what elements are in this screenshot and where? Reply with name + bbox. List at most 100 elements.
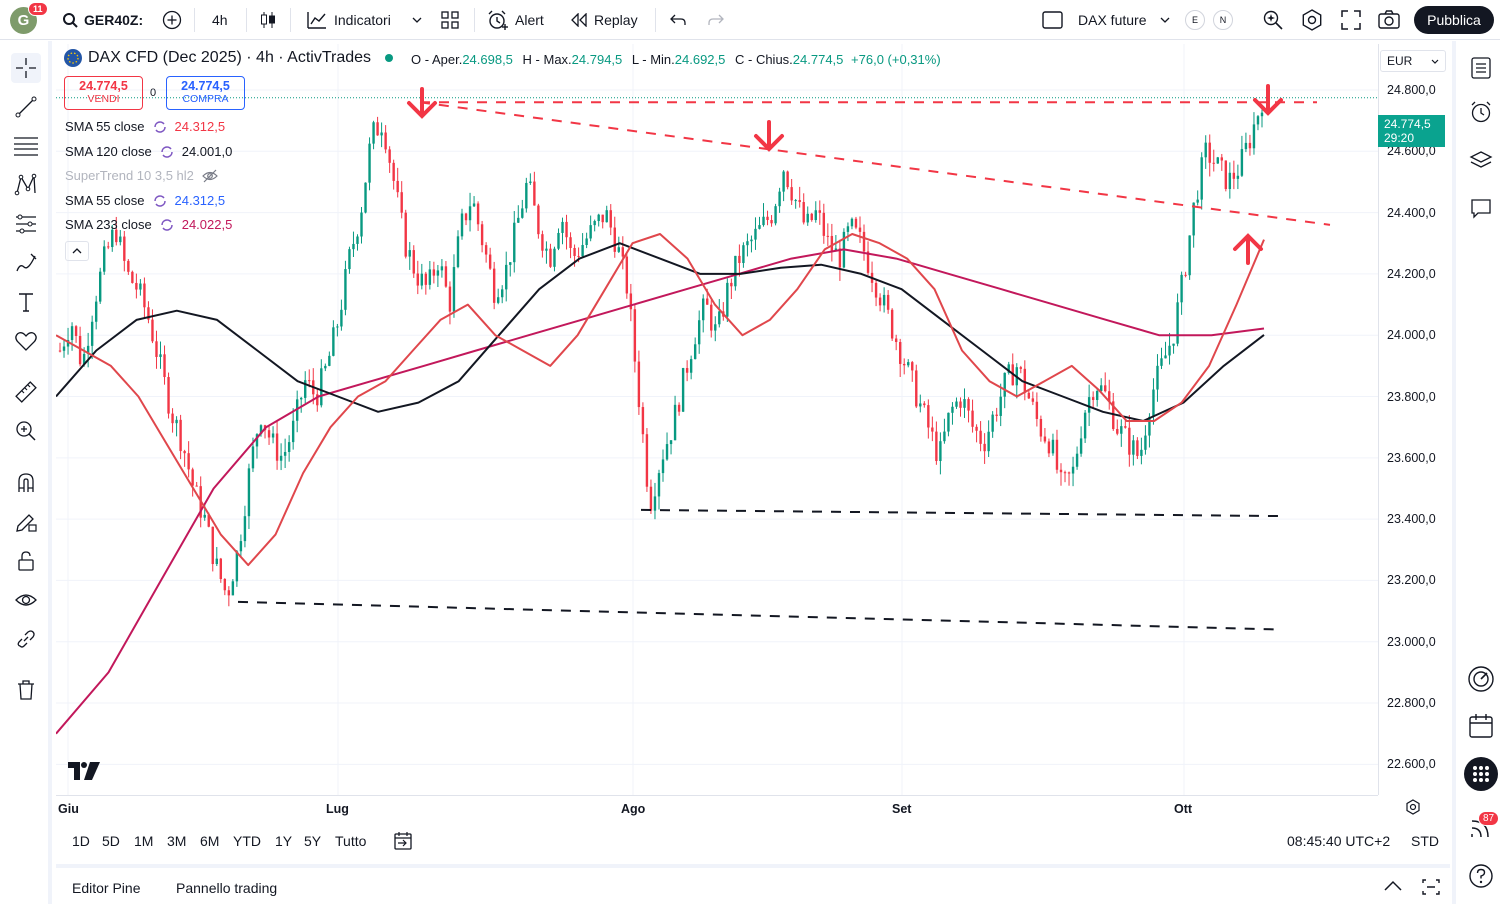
- indicator-sma120[interactable]: SMA 120 close 24.001,0: [65, 144, 232, 159]
- chip-e[interactable]: E: [1185, 10, 1205, 30]
- range-ytd[interactable]: YTD: [233, 833, 261, 849]
- candle-body: [1019, 367, 1022, 369]
- indicator-sma55-blue[interactable]: SMA 55 close 24.312,5: [65, 193, 225, 208]
- collapse-legend-button[interactable]: [65, 241, 89, 261]
- currency-selector[interactable]: EUR: [1380, 50, 1446, 72]
- range-6m[interactable]: 6M: [200, 833, 220, 849]
- indicator-sma233[interactable]: SMA 233 close 24.022,5: [65, 217, 232, 232]
- lock-drawings-tool[interactable]: [11, 546, 41, 576]
- range-1m[interactable]: 1M: [134, 833, 154, 849]
- candle-body: [862, 231, 866, 252]
- hide-drawings-tool[interactable]: [11, 585, 41, 615]
- candle-body: [380, 132, 383, 136]
- range-all[interactable]: Tutto: [335, 833, 367, 849]
- interval-button[interactable]: 4h: [212, 0, 228, 40]
- ideas-button[interactable]: [1466, 664, 1496, 694]
- layouts-button[interactable]: [441, 0, 459, 40]
- candle-body: [360, 212, 363, 237]
- alert-button[interactable]: Alert: [487, 0, 544, 40]
- indicator-value: 24.312,5: [174, 119, 226, 134]
- candle-body: [858, 227, 862, 232]
- candle-body: [999, 396, 1002, 416]
- redo-button[interactable]: [708, 0, 724, 40]
- range-5d[interactable]: 5D: [102, 833, 120, 849]
- favorites-tool[interactable]: [11, 326, 41, 356]
- snapshot-button[interactable]: [1378, 0, 1400, 40]
- quick-search-button[interactable]: [1262, 0, 1284, 40]
- candle-body: [750, 239, 753, 242]
- separator: [194, 8, 195, 32]
- object-tree-button[interactable]: [1466, 145, 1496, 175]
- user-avatar[interactable]: G 11: [10, 2, 48, 34]
- pattern-tool[interactable]: [11, 170, 41, 200]
- interval-label: 4h: [212, 12, 228, 28]
- tab-trading-panel[interactable]: Pannello trading: [176, 880, 278, 896]
- chevron-up-icon[interactable]: [1384, 880, 1402, 892]
- brush-tool[interactable]: [11, 248, 41, 278]
- goto-date-icon[interactable]: [393, 831, 413, 851]
- candle-body: [903, 363, 906, 366]
- candle-body: [601, 214, 604, 223]
- sell-button[interactable]: 24.774,5 VENDI: [64, 76, 143, 110]
- text-tool[interactable]: [11, 287, 41, 317]
- publish-button[interactable]: Pubblica: [1414, 6, 1494, 34]
- range-1d[interactable]: 1D: [72, 833, 90, 849]
- range-3m[interactable]: 3M: [167, 833, 187, 849]
- chevron-down-icon: [1431, 59, 1439, 64]
- clock-display[interactable]: 08:45:40 UTC+2: [1287, 833, 1391, 849]
- replay-button[interactable]: Replay: [570, 0, 638, 40]
- settings-button[interactable]: [1301, 0, 1323, 40]
- fib-tool[interactable]: [11, 131, 41, 161]
- news-feed-button[interactable]: 87: [1466, 811, 1500, 843]
- indicator-sma55-red[interactable]: SMA 55 close 24.312,5: [65, 119, 225, 134]
- indicators-button[interactable]: Indicatori: [306, 0, 391, 40]
- indicators-dropdown[interactable]: [412, 0, 422, 40]
- drawing-mode-tool[interactable]: [11, 507, 41, 537]
- undo-button[interactable]: [670, 0, 686, 40]
- candle-body: [882, 294, 886, 306]
- products-button[interactable]: [1464, 757, 1498, 791]
- magnet-tool[interactable]: [11, 468, 41, 498]
- axis-settings-icon[interactable]: [1405, 799, 1421, 815]
- sell-price: 24.774,5: [79, 79, 128, 93]
- indicator-supertrend[interactable]: SuperTrend 10 3,5 hl2: [65, 168, 218, 183]
- fullscreen-button[interactable]: [1341, 0, 1361, 40]
- tab-pine-editor[interactable]: Editor Pine: [72, 880, 141, 896]
- refresh-icon: [153, 120, 166, 133]
- price-axis[interactable]: 24.800,0 24.600,0 24.400,0 24.200,0 24.000,0…: [1378, 44, 1450, 795]
- ruler-tool[interactable]: [11, 377, 41, 407]
- candle-body: [90, 321, 94, 346]
- range-5y[interactable]: 5Y: [304, 833, 322, 849]
- range-1y[interactable]: 1Y: [275, 833, 293, 849]
- candle-body: [1220, 157, 1223, 161]
- buy-button[interactable]: 24.774,5 COMPRA: [166, 76, 245, 110]
- candle-body: [1144, 435, 1147, 450]
- time-axis[interactable]: Giu Lug Ago Set Ott: [56, 795, 1378, 821]
- watchlist-button[interactable]: [1466, 53, 1496, 83]
- session-mode[interactable]: STD: [1411, 833, 1439, 849]
- forecast-tool[interactable]: [11, 209, 41, 239]
- remove-drawings-tool[interactable]: [11, 675, 41, 705]
- layout-selector[interactable]: DAX future: [1042, 0, 1170, 40]
- chart-type-button[interactable]: [258, 0, 278, 40]
- price-chart[interactable]: [56, 44, 1378, 795]
- maximize-panel-icon[interactable]: [1422, 879, 1440, 895]
- candle-body: [1104, 385, 1107, 392]
- candle-body: [637, 361, 641, 408]
- trend-line-tool[interactable]: [11, 92, 41, 122]
- chats-button[interactable]: [1466, 193, 1496, 223]
- symbol-search[interactable]: GER40Z:: [62, 0, 143, 40]
- candle-body: [513, 222, 516, 263]
- symbol-title[interactable]: DAX CFD (Dec 2025) · 4h · ActivTrades: [88, 49, 372, 66]
- indicator-value: 24.312,5: [174, 193, 226, 208]
- link-tool[interactable]: [11, 624, 41, 654]
- calendar-button[interactable]: [1466, 711, 1496, 741]
- help-button[interactable]: [1466, 861, 1496, 891]
- chip-n[interactable]: N: [1213, 10, 1233, 30]
- compare-button[interactable]: [162, 0, 182, 40]
- zoom-tool[interactable]: [11, 416, 41, 446]
- crosshair-tool[interactable]: [11, 53, 41, 83]
- candle-body: [1059, 469, 1063, 473]
- alerts-panel-button[interactable]: [1466, 97, 1496, 127]
- avatar-letter: G: [17, 12, 30, 29]
